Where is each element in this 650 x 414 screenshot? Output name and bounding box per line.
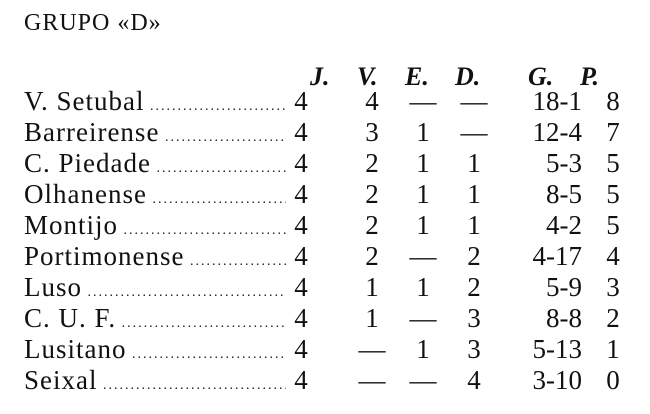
wins: 1 [365, 272, 379, 302]
draws: 1 [416, 179, 430, 209]
team-name: Lusitano [24, 334, 286, 370]
goals: 5-13 [532, 334, 583, 364]
table-row: V. Setubal44——18-18 [24, 86, 634, 116]
wins: — [358, 365, 386, 395]
team-name: Seixal [24, 365, 286, 401]
draws: 1 [416, 334, 430, 364]
draws: 1 [416, 148, 430, 178]
points: 2 [606, 303, 620, 333]
points: 3 [606, 272, 620, 302]
team-name: Portimonense [24, 241, 286, 277]
col-header-d: D. [455, 62, 481, 91]
wins: 1 [365, 303, 379, 333]
wins: 2 [365, 210, 379, 240]
col-header-p: P. [580, 62, 600, 91]
draws: — [409, 241, 437, 271]
points: 5 [606, 179, 620, 209]
games-played: 4 [294, 303, 308, 333]
draws: 1 [416, 117, 430, 147]
games-played: 4 [294, 334, 308, 364]
table-row: C. Piedade42115-35 [24, 148, 634, 178]
table-row: Luso41125-93 [24, 272, 634, 302]
losses: 4 [467, 365, 481, 395]
table-row: Portimonense42—24-174 [24, 241, 634, 271]
points: 0 [606, 365, 620, 395]
col-header-v: V. [357, 62, 378, 91]
team-name: C. Piedade [24, 148, 286, 184]
losses: 1 [467, 179, 481, 209]
games-played: 4 [294, 241, 308, 271]
games-played: 4 [294, 365, 308, 395]
table-row: Montijo42114-25 [24, 210, 634, 240]
col-header-j: J. [310, 62, 330, 91]
losses: — [460, 86, 488, 116]
draws: — [409, 303, 437, 333]
draws: — [409, 365, 437, 395]
draws: — [409, 86, 437, 116]
team-name: Montijo [24, 210, 286, 246]
group-title: GRUPO «D» [24, 10, 162, 36]
goals: 5-3 [546, 148, 582, 178]
team-name: C. U. F. [24, 303, 286, 339]
games-played: 4 [294, 179, 308, 209]
goals: 12-4 [532, 117, 583, 147]
draws: 1 [416, 210, 430, 240]
table-row: Barreirense431—12-47 [24, 117, 634, 147]
goals: 5-9 [546, 272, 582, 302]
wins: — [358, 334, 386, 364]
losses: 2 [467, 241, 481, 271]
wins: 2 [365, 241, 379, 271]
wins: 4 [365, 86, 379, 116]
table-row: C. U. F.41—38-82 [24, 303, 634, 333]
points: 5 [606, 148, 620, 178]
points: 8 [606, 86, 620, 116]
wins: 3 [365, 117, 379, 147]
wins: 2 [365, 179, 379, 209]
points: 4 [606, 241, 620, 271]
col-header-e: E. [405, 62, 429, 91]
draws: 1 [416, 272, 430, 302]
table-row: Seixal4——43-100 [24, 365, 634, 395]
goals: 3-10 [532, 365, 583, 395]
games-played: 4 [294, 272, 308, 302]
games-played: 4 [294, 148, 308, 178]
wins: 2 [365, 148, 379, 178]
table-row: Olhanense42118-55 [24, 179, 634, 209]
losses: 1 [467, 210, 481, 240]
losses: — [460, 117, 488, 147]
team-name: Olhanense [24, 179, 286, 215]
games-played: 4 [294, 86, 308, 116]
losses: 3 [467, 303, 481, 333]
games-played: 4 [294, 210, 308, 240]
games-played: 4 [294, 117, 308, 147]
table-row: Lusitano4—135-131 [24, 334, 634, 364]
points: 1 [606, 334, 620, 364]
points: 5 [606, 210, 620, 240]
goals: 8-8 [546, 303, 582, 333]
points: 7 [606, 117, 620, 147]
col-header-g: G. [528, 62, 554, 91]
team-name: Barreirense [24, 117, 286, 153]
losses: 3 [467, 334, 481, 364]
goals: 4-2 [546, 210, 582, 240]
team-name: V. Setubal [24, 86, 286, 122]
losses: 2 [467, 272, 481, 302]
goals: 18-1 [532, 86, 583, 116]
goals: 8-5 [546, 179, 582, 209]
team-name: Luso [24, 272, 286, 308]
losses: 1 [467, 148, 481, 178]
goals: 4-17 [532, 241, 583, 271]
